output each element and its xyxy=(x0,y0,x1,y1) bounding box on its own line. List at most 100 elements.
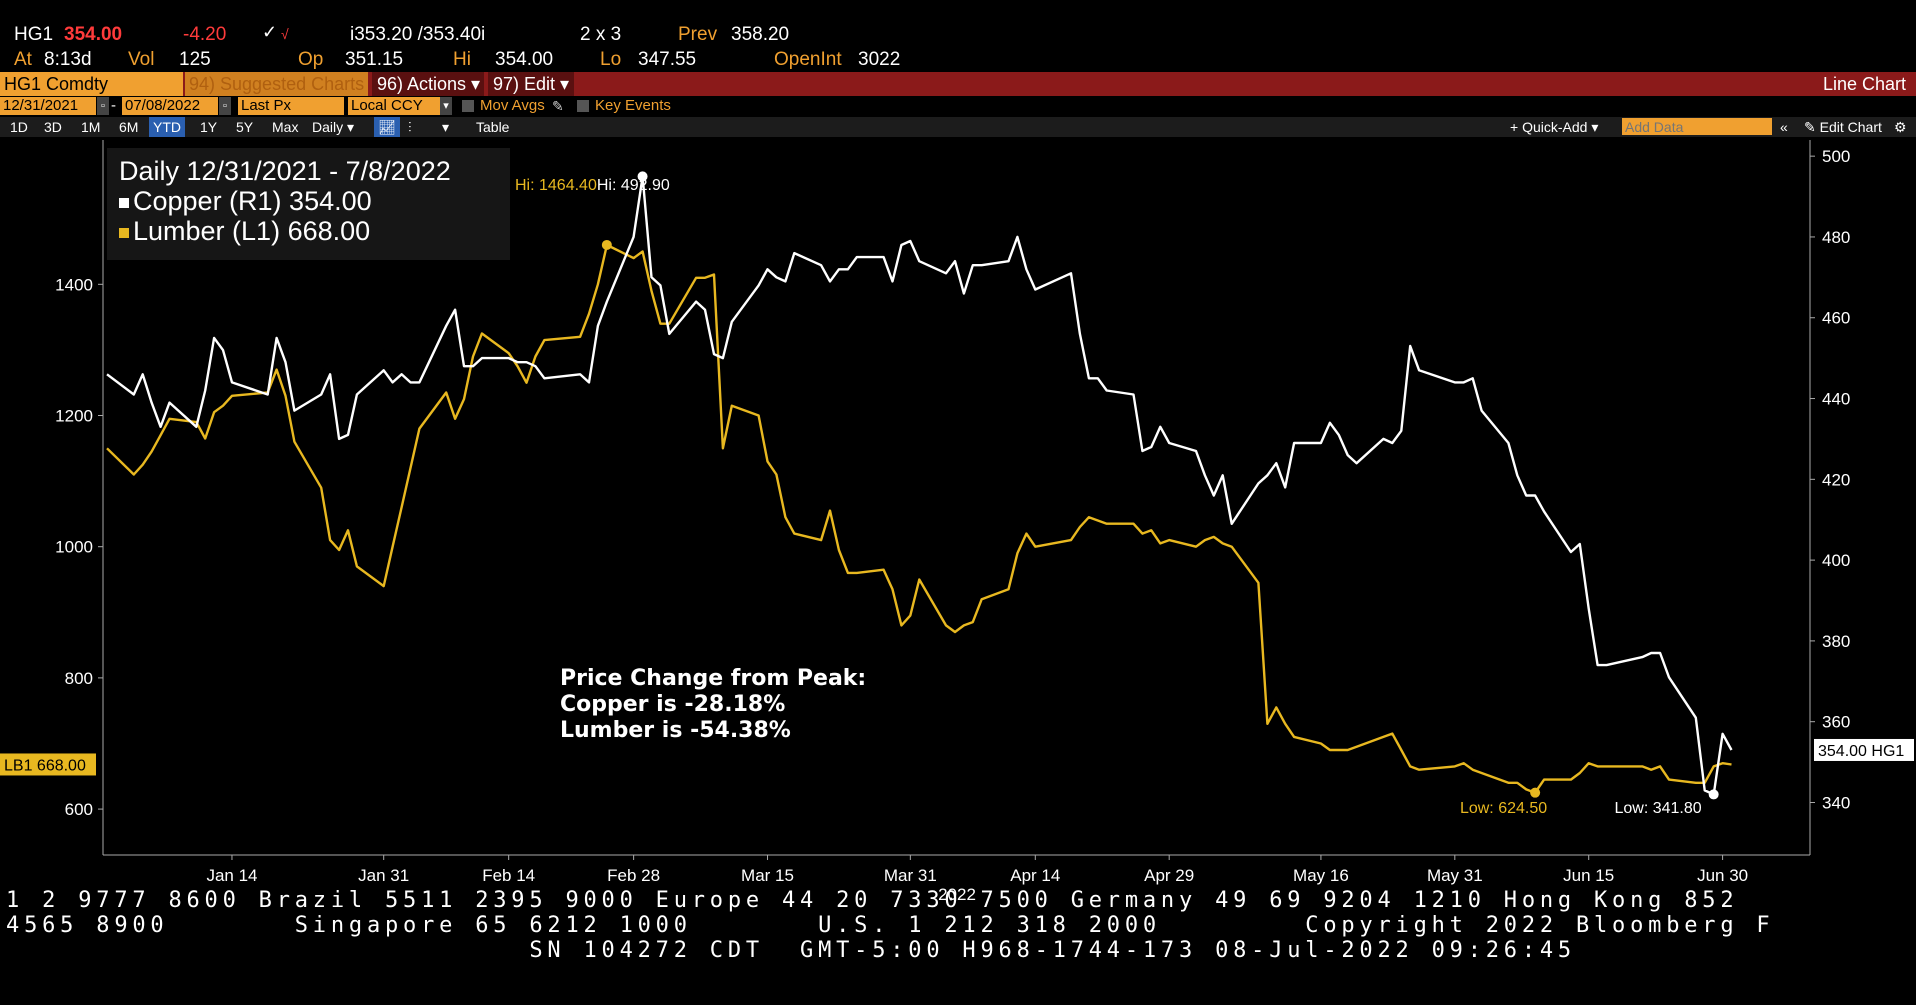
x-tick-label: Jan 14 xyxy=(206,866,257,885)
high-value: 354.00 xyxy=(495,49,554,70)
function-title-bar: HG1 Comdty 94) Suggested Charts 96) Acti… xyxy=(0,72,1916,96)
collapse-icon[interactable]: « xyxy=(1780,119,1788,135)
mov-avgs-checkbox[interactable] xyxy=(462,100,474,112)
x-tick-label: Feb 28 xyxy=(607,866,660,885)
copper-last-tag: 354.00 HG1 xyxy=(1818,743,1904,760)
copper-low-marker xyxy=(1708,789,1719,800)
legend-lumber-swatch xyxy=(119,227,129,238)
x-tick-label: Jun 30 xyxy=(1697,866,1748,885)
right-tick-label: 340 xyxy=(1822,793,1850,812)
range-1m-button[interactable]: 1M xyxy=(81,119,101,135)
range-3d-button[interactable]: 3D xyxy=(44,119,62,135)
lumber-high-label: Hi: 1464.40 xyxy=(515,177,597,194)
right-tick-label: 400 xyxy=(1822,551,1850,570)
range-toolbar: 1D 3D 1M 6M YTD 1Y 5Y Max Daily ▾ 📈︎ ⫶ ▾… xyxy=(0,117,1916,137)
x-tick-label: Apr 29 xyxy=(1144,866,1194,885)
prev-label: Prev xyxy=(678,24,718,45)
edit-chart-label: Edit Chart xyxy=(1819,119,1882,135)
copper-high-label: Hi: 492.90 xyxy=(597,177,670,194)
chart-type-label: Line Chart xyxy=(1822,74,1906,94)
quick-add-button[interactable]: + Quick-Add ▾ xyxy=(1510,119,1599,135)
lumber-last-tag: LB1 668.00 xyxy=(4,757,86,774)
left-tick-label: 600 xyxy=(65,800,93,819)
open-interest-value: 3022 xyxy=(858,49,901,70)
open-value: 351.15 xyxy=(345,49,404,70)
candle-chart-icon[interactable]: ⫶ xyxy=(408,119,412,135)
end-date-calendar-icon[interactable]: ▫ xyxy=(219,97,231,115)
start-date-calendar-icon[interactable]: ▫ xyxy=(97,97,109,115)
legend-lumber[interactable]: Lumber (L1) 668.00 xyxy=(119,216,370,247)
currency-select[interactable]: Local CCY xyxy=(348,97,440,115)
left-tick-label: 1400 xyxy=(55,275,93,294)
x-tick-label: Mar 31 xyxy=(884,866,937,885)
bid-ask-size: 2 x 3 xyxy=(580,24,622,45)
price-change-note: Price Change from Peak: Copper is -28.18… xyxy=(560,666,867,743)
left-tick-label: 1000 xyxy=(55,538,93,557)
chart-annotations: Hi: 1464.40 Hi: 492.90 Low: 624.50 Low: 341… xyxy=(0,171,1914,817)
chart-style-dropdown-icon[interactable]: ▾ xyxy=(442,119,450,135)
range-6m-button[interactable]: 6M xyxy=(119,119,139,135)
x-tick-label: Jun 15 xyxy=(1563,866,1614,885)
period-select[interactable]: Daily ▾ xyxy=(312,119,355,135)
bid-ask: i353.20 /353.40i xyxy=(350,24,486,45)
copper-low-label: Low: 341.80 xyxy=(1614,800,1701,817)
sparkline-icon[interactable]: ✓ xyxy=(262,22,278,42)
mov-avgs-label: Mov Avgs xyxy=(480,97,545,114)
open-interest-label: OpenInt xyxy=(774,49,842,70)
range-5y-button[interactable]: 5Y xyxy=(236,119,254,135)
contact-line-2: 4565 8900 Singapore 65 6212 1000 U.S. 1 … xyxy=(0,913,1775,938)
key-events-checkbox[interactable] xyxy=(577,100,589,112)
legend-copper[interactable]: Copper (R1) 354.00 xyxy=(119,186,372,217)
lumber-low-label: Low: 624.50 xyxy=(1460,800,1547,817)
left-tick-label: 800 xyxy=(65,669,93,688)
settings-gear-icon[interactable]: ⚙ xyxy=(1894,119,1907,135)
security-field[interactable]: HG1 Comdty xyxy=(0,72,183,96)
date-range-separator: - xyxy=(111,97,116,114)
prev-value: 358.20 xyxy=(731,24,790,45)
range-max-button[interactable]: Max xyxy=(272,119,299,135)
volume-label: Vol xyxy=(128,49,155,70)
x-year-label: 2022 xyxy=(938,885,976,900)
legend-title: Daily 12/31/2021 - 7/8/2022 xyxy=(119,156,451,186)
line-chart-icon[interactable]: 📈︎ xyxy=(374,117,400,137)
copper-high-marker xyxy=(637,171,648,182)
net-change: -4.20 xyxy=(183,24,227,45)
right-tick-label: 380 xyxy=(1822,632,1850,651)
ticker-symbol[interactable]: HG1 xyxy=(14,24,54,45)
quote-bar: HG1 354.00 -4.20 ✓ √ i353.20 /353.40i 2 … xyxy=(0,0,1916,72)
edit-chart-button[interactable]: ✎ Edit Chart xyxy=(1804,119,1882,135)
line-chart[interactable]: 600 800 1000 1200 1400 340 360 380 400 420 440 460 4… xyxy=(0,137,1916,900)
copper-last-tag-bg xyxy=(1814,738,1914,761)
actions-menu[interactable]: 96) Actions ▾ xyxy=(372,72,484,96)
chart-legend[interactable]: Daily 12/31/2021 - 7/8/2022 Copper (R1) … xyxy=(107,148,510,260)
legend-lumber-label: Lumber (L1) 668.00 xyxy=(133,216,371,246)
range-ytd-button[interactable]: YTD xyxy=(149,117,185,137)
high-label: Hi xyxy=(453,49,471,70)
range-1d-button[interactable]: 1D xyxy=(10,119,28,135)
price-field-select[interactable]: Last Px xyxy=(238,97,344,115)
last-price: 354.00 xyxy=(64,24,123,45)
x-tick-label: Mar 15 xyxy=(741,866,794,885)
start-date-field[interactable]: 12/31/2021 xyxy=(0,97,96,115)
x-tick-label: Feb 14 xyxy=(482,866,535,885)
field-bar: 12/31/2021 ▫ - 07/08/2022 ▫ Last Px Loca… xyxy=(0,97,1916,116)
add-data-input[interactable] xyxy=(1622,118,1772,135)
right-tick-label: 460 xyxy=(1822,309,1850,328)
low-label: Lo xyxy=(600,49,622,70)
range-1y-button[interactable]: 1Y xyxy=(200,119,218,135)
right-tick-label: 360 xyxy=(1822,713,1850,732)
x-tick-label: Jan 31 xyxy=(358,866,409,885)
legend-copper-label: Copper (R1) 354.00 xyxy=(133,186,372,216)
end-date-field[interactable]: 07/08/2022 xyxy=(122,97,218,115)
suggested-charts-button[interactable]: 94) Suggested Charts xyxy=(185,72,368,96)
currency-dropdown-icon[interactable]: ▾ xyxy=(440,97,452,115)
copper-series-line xyxy=(106,175,1733,796)
edit-menu[interactable]: 97) Edit ▾ xyxy=(488,72,574,96)
pencil-icon[interactable]: ✎ xyxy=(552,98,564,114)
key-events-label: Key Events xyxy=(595,97,671,114)
table-button[interactable]: Table xyxy=(476,119,510,135)
trend-down-icon: √ xyxy=(281,26,289,42)
x-tick-label: May 31 xyxy=(1427,866,1483,885)
x-tick-label: May 16 xyxy=(1293,866,1349,885)
right-tick-label: 440 xyxy=(1822,390,1850,409)
